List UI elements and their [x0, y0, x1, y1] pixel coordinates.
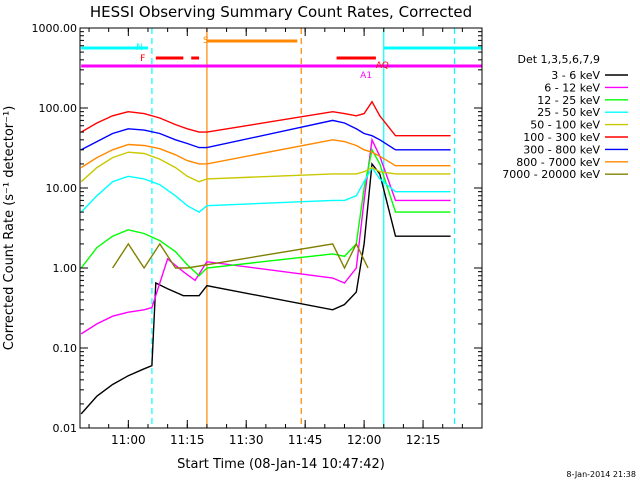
annotation-a1: A1: [360, 71, 372, 81]
y-axis-label: Corrected Count Rate (s⁻¹ detector⁻¹): [2, 106, 17, 351]
series-line-25-50-kev: [80, 166, 451, 213]
legend-entry-7000-20000-kev: 7000 - 20000 keV: [502, 168, 600, 181]
legend-entry-12-25-kev: 12 - 25 keV: [537, 94, 600, 107]
legend-entry-6-12-kev: 6 - 12 keV: [544, 81, 600, 94]
x-tick-label: 11:45: [288, 433, 323, 447]
y-tick-label: 0.10: [53, 342, 78, 355]
series-line-3-6-kev: [80, 162, 451, 415]
y-tick-label: 1000.00: [32, 22, 78, 35]
annotation-n: N: [136, 43, 143, 53]
annotation-aq: AQ: [376, 61, 389, 71]
series-line-50-100-kev: [80, 151, 451, 183]
flag-bars: [81, 39, 482, 68]
x-tick-label: 11:15: [170, 433, 205, 447]
legend-entry-300-800-kev: 300 - 800 keV: [523, 143, 600, 156]
legend-entry-50-100-kev: 50 - 100 keV: [530, 119, 600, 132]
y-tick-label: 100.00: [39, 102, 78, 115]
series-line-12-25-kev: [80, 147, 451, 277]
annotation-f: F: [140, 54, 145, 64]
legend-entry-800-7000-kev: 800 - 7000 keV: [516, 156, 600, 169]
series-line-100-300-kev: [80, 100, 451, 137]
x-tick-label: 12:00: [347, 433, 382, 447]
chart-title: HESSI Observing Summary Count Rates, Cor…: [90, 3, 472, 21]
annotations: N S F AQ A1: [136, 36, 389, 81]
x-tick-label: 12:15: [406, 433, 441, 447]
footer-timestamp: 8-Jan-2014 21:38: [566, 470, 636, 479]
series-line-300-800-kev: [80, 119, 451, 151]
x-axis-label: Start Time (08-Jan-14 10:47:42): [177, 457, 385, 472]
legend-entry-100-300-kev: 100 - 300 keV: [523, 131, 600, 144]
y-axis-ticks: 0.01 0.10 1.00 10.00 100.00 1000.00: [32, 22, 482, 435]
x-tick-label: 11:30: [229, 433, 264, 447]
annotation-s: S: [203, 36, 209, 46]
plot-frame: [79, 27, 483, 429]
legend-title: Det 1,3,5,6,7,9: [517, 53, 600, 66]
legend-entry-25-50-kev: 25 - 50 keV: [537, 106, 600, 119]
x-tick-label: 11:00: [111, 433, 146, 447]
y-tick-label: 1.00: [53, 262, 78, 275]
x-axis-ticks: 11:00 11:15 11:30 11:45 12:00 12:15: [88, 28, 483, 447]
y-tick-label: 10.00: [46, 182, 78, 195]
series-line-800-7000-kev: [80, 139, 451, 169]
series-group: [80, 100, 451, 415]
series-line-6-12-kev: [80, 137, 451, 335]
y-tick-label: 0.01: [53, 422, 78, 435]
legend-entry-3-6-kev: 3 - 6 keV: [551, 69, 600, 82]
series-line-7000-20000-kev: [112, 242, 369, 270]
